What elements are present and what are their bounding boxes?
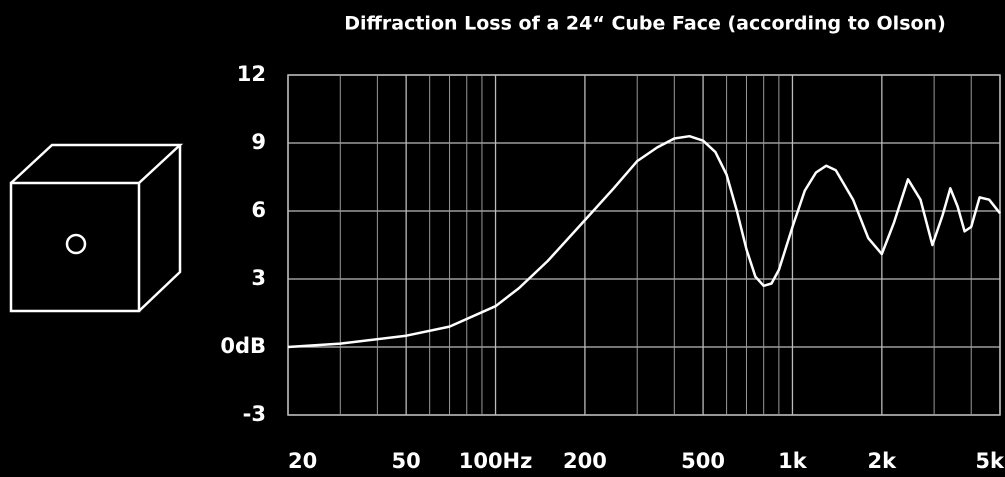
x-tick-label: 500 (681, 449, 725, 473)
y-tick-label: 0dB (220, 334, 266, 358)
x-tick-label: 1k (778, 449, 808, 473)
curve (287, 134, 1001, 349)
x-tick-label: 5k (975, 449, 1005, 473)
x-tick-label: 100Hz (459, 449, 533, 473)
x-tick-label: 50 (392, 449, 421, 473)
x-tick-label: 200 (563, 449, 607, 473)
y-tick-label: -3 (243, 402, 266, 426)
plot-frame (287, 74, 1001, 416)
y-tick-label: 6 (251, 198, 266, 222)
y-tick-label: 3 (251, 266, 266, 290)
y-tick-label: 12 (237, 62, 266, 86)
chart-title: Diffraction Loss of a 24“ Cube Face (acc… (344, 13, 946, 35)
cube-icon (9, 143, 184, 313)
x-tick-label: 20 (288, 449, 317, 473)
y-tick-label: 9 (251, 130, 266, 154)
x-tick-label: 2k (868, 449, 898, 473)
